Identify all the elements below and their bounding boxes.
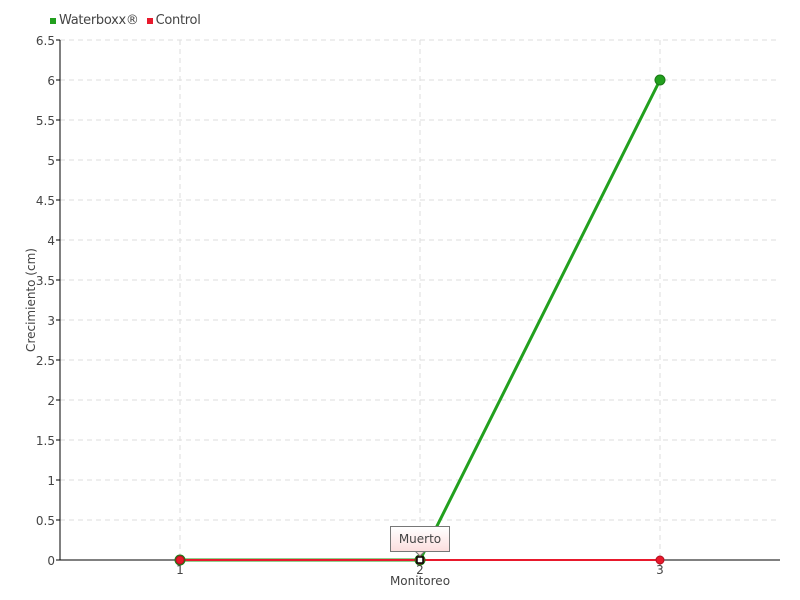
y-tick-label: 6 [47, 74, 55, 88]
y-tick-label: 1.5 [36, 434, 55, 448]
legend-swatch [146, 17, 153, 24]
data-point [654, 74, 666, 86]
x-tick-label: 2 [416, 563, 424, 577]
y-axis-label: Crecimiento (cm) [24, 248, 38, 352]
hover-marker [416, 556, 424, 564]
x-tick-label: 3 [656, 563, 664, 577]
tooltip: Muerto [390, 526, 450, 552]
legend-label: Waterboxx® [59, 13, 139, 28]
y-tick-label: 5 [47, 154, 55, 168]
y-tick-label: 2.5 [36, 354, 55, 368]
y-tick-label: 4 [47, 234, 55, 248]
y-tick-label: 4.5 [36, 194, 55, 208]
y-tick-label: 3 [47, 314, 55, 328]
y-tick-label: 3.5 [36, 274, 55, 288]
x-tick-label: 1 [176, 563, 184, 577]
y-tick-label: 1 [47, 474, 55, 488]
legend: Waterboxx® Control [50, 13, 201, 28]
legend-item-waterboxx[interactable]: Waterboxx® [50, 13, 139, 28]
y-tick-label: 2 [47, 394, 55, 408]
legend-label: Control [155, 13, 201, 28]
legend-swatch [50, 17, 56, 24]
data-point [655, 555, 665, 565]
y-tick-label: 0.5 [36, 514, 55, 528]
x-axis-label: Monitoreo [390, 574, 450, 588]
y-tick-label: 6.5 [36, 34, 55, 48]
data-point [175, 555, 185, 565]
y-tick-label: 0 [47, 554, 55, 568]
y-tick-label: 5.5 [36, 114, 55, 128]
tooltip-pointer [414, 550, 426, 557]
legend-item-control[interactable]: Control [146, 13, 201, 28]
